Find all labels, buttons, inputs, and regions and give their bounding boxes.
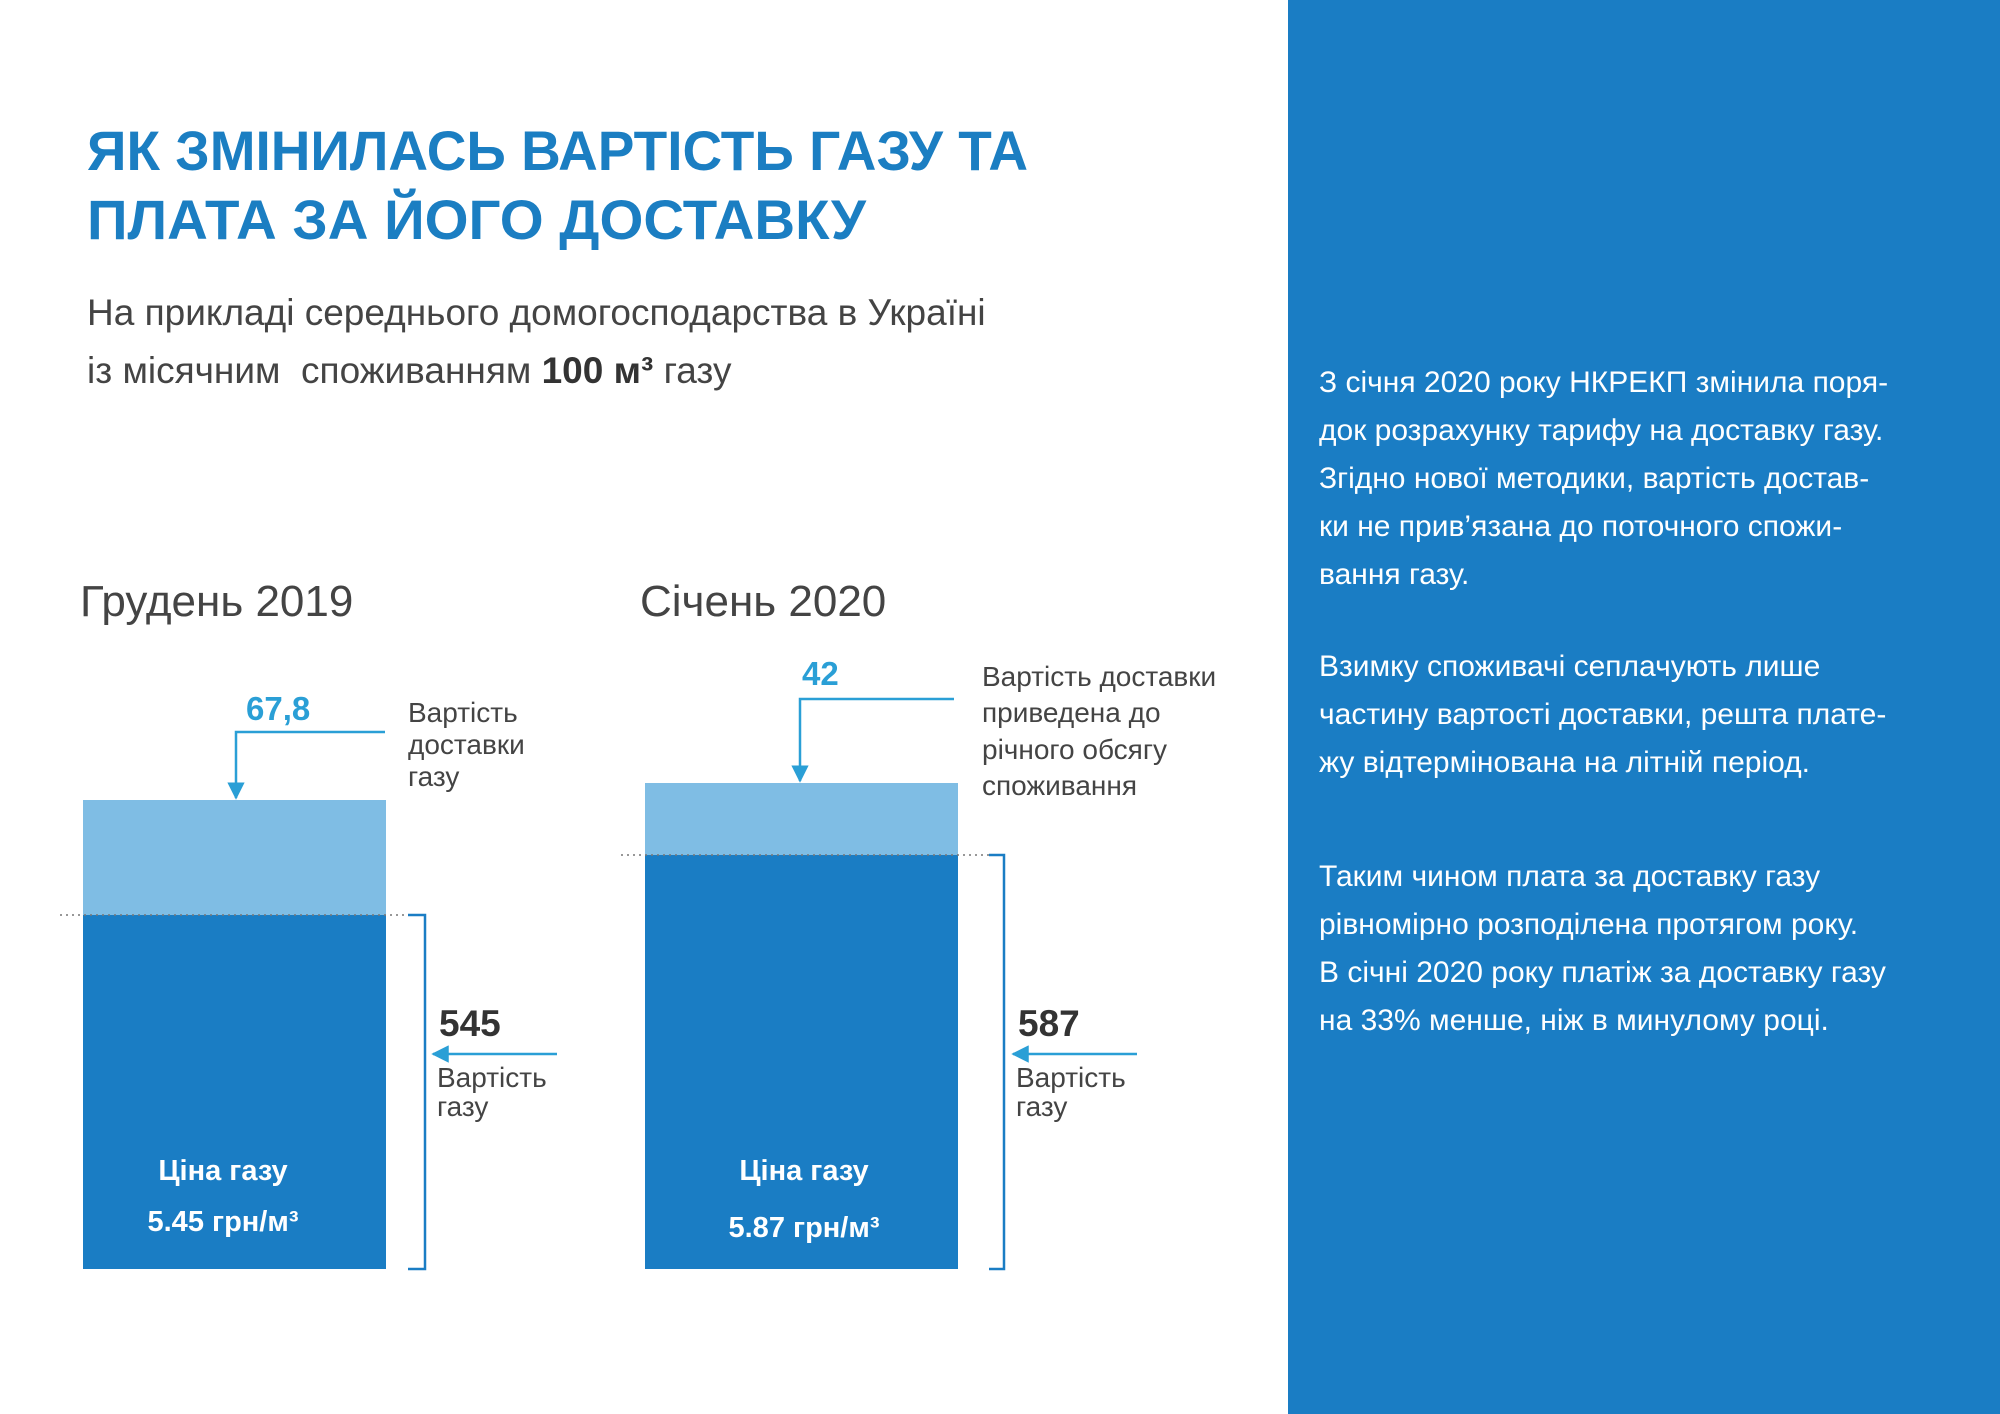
delivery-label: Вартість доставки bbox=[982, 661, 1216, 692]
bracket bbox=[408, 913, 427, 1271]
gas-segment bbox=[645, 855, 958, 1269]
subtitle-part: газу bbox=[653, 350, 732, 391]
sidebar-line: рівномірно розподілена протягом року. bbox=[1319, 908, 1858, 941]
gas-value: 587 bbox=[1018, 1003, 1080, 1044]
subtitle: На прикладі середнього домогосподарства … bbox=[87, 292, 986, 333]
sidebar-panel bbox=[1288, 0, 2000, 1414]
delivery-value: 42 bbox=[802, 655, 839, 692]
sidebar-line: В січні 2020 року платіж за доставку газ… bbox=[1319, 956, 1886, 989]
delivery-label: газу bbox=[408, 761, 459, 792]
panel-heading: Грудень 2019 bbox=[80, 577, 353, 626]
sidebar-line: док розрахунку тарифу на доставку газу. bbox=[1319, 414, 1883, 447]
gas-label: газу bbox=[437, 1091, 488, 1122]
subtitle: із місячним споживанням 100 м³ газу bbox=[87, 350, 732, 391]
delivery-label: Вартість bbox=[408, 697, 518, 728]
subtitle-part: із місячним споживанням bbox=[87, 350, 542, 391]
sidebar-line: частину вартості доставки, решта плате- bbox=[1319, 698, 1886, 731]
delivery-label: споживання bbox=[982, 770, 1137, 801]
sidebar-line: жу відтермінована на літній період. bbox=[1319, 746, 1810, 779]
delivery-segment bbox=[645, 783, 958, 855]
gas-value: 545 bbox=[439, 1003, 501, 1044]
title-line: ЯК ЗМІНИЛАСЬ ВАРТІСТЬ ГАЗУ ТА bbox=[87, 119, 1028, 182]
delivery-label: приведена до bbox=[982, 697, 1161, 728]
sidebar-line: Взимку споживачі сеплачують лише bbox=[1319, 650, 1820, 683]
price: 5.87 грн/м³ bbox=[729, 1212, 880, 1244]
subtitle-bold: 100 м³ bbox=[542, 350, 654, 391]
sidebar-line: ки не прив’язана до поточного спожи- bbox=[1319, 510, 1842, 543]
delivery-label: річного обсягу bbox=[982, 734, 1167, 765]
price-label: Ціна газу bbox=[739, 1155, 868, 1187]
title-line: ПЛАТА ЗА ЙОГО ДОСТАВКУ bbox=[87, 188, 867, 251]
arrow bbox=[227, 730, 385, 800]
gas-label: газу bbox=[1016, 1091, 1067, 1122]
delivery-segment bbox=[83, 800, 386, 915]
sidebar-line: Згідно нової методики, вартість достав- bbox=[1319, 462, 1869, 495]
panel-heading: Січень 2020 bbox=[640, 577, 886, 626]
sidebar-line: З січня 2020 року НКРЕКП змінила поря- bbox=[1319, 366, 1888, 399]
arrow bbox=[791, 697, 954, 783]
gas-label: Вартість bbox=[1016, 1062, 1126, 1093]
gas-label: Вартість bbox=[437, 1062, 547, 1093]
delivery-value: 67,8 bbox=[246, 690, 310, 727]
sidebar-line: на 33% менше, ніж в минулому році. bbox=[1319, 1004, 1829, 1037]
price-label: Ціна газу bbox=[158, 1155, 287, 1187]
delivery-label: доставки bbox=[408, 729, 525, 760]
sidebar-line: вання газу. bbox=[1319, 558, 1469, 591]
sidebar-line: Таким чином плата за доставку газу bbox=[1319, 860, 1820, 893]
gas-segment bbox=[83, 915, 386, 1269]
bracket bbox=[989, 853, 1006, 1271]
sidebar-text: З січня 2020 року НКРЕКП змінила поря-до… bbox=[1319, 366, 1888, 1037]
price: 5.45 грн/м³ bbox=[148, 1206, 299, 1238]
